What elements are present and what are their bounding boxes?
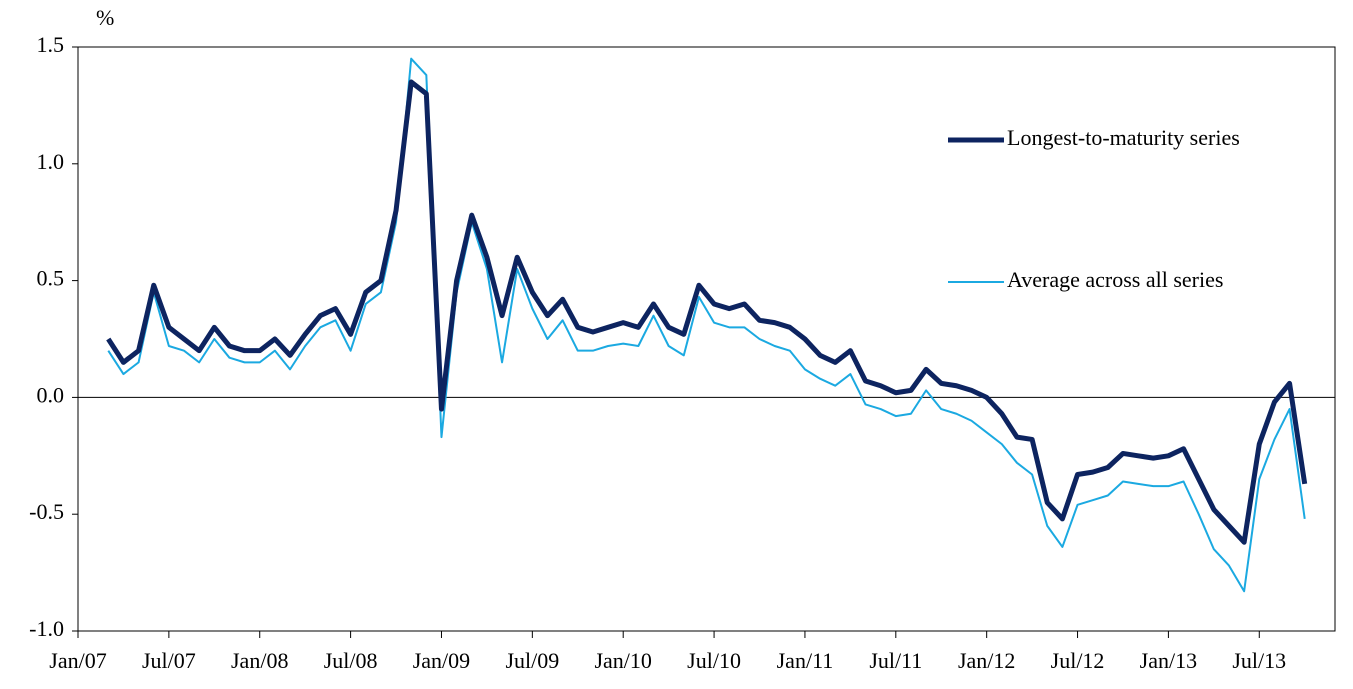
y-tick-label: 1.5	[37, 32, 65, 57]
x-tick-label: Jul/09	[505, 648, 559, 673]
y-tick-label: -0.5	[29, 499, 64, 524]
x-tick-label: Jan/07	[49, 648, 106, 673]
x-tick-label: Jan/08	[231, 648, 288, 673]
x-tick-label: Jul/08	[324, 648, 378, 673]
x-tick-label: Jul/10	[687, 648, 741, 673]
x-tick-label: Jul/07	[142, 648, 196, 673]
legend-label: Longest-to-maturity series	[1007, 125, 1240, 150]
y-tick-label: -1.0	[29, 616, 64, 641]
x-tick-label: Jan/12	[958, 648, 1015, 673]
x-tick-label: Jul/12	[1051, 648, 1105, 673]
y-axis-unit: %	[96, 5, 114, 30]
series-line	[107, 57, 1306, 593]
x-tick-label: Jul/13	[1232, 648, 1286, 673]
y-tick-label: 0.5	[37, 266, 65, 291]
legend-label: Average across all series	[1007, 267, 1223, 292]
y-tick-label: 1.0	[37, 149, 65, 174]
x-tick-label: Jul/11	[869, 648, 922, 673]
series-line	[106, 79, 1308, 545]
x-tick-label: Jan/09	[413, 648, 470, 673]
x-tick-label: Jan/10	[594, 648, 651, 673]
y-tick-label: 0.0	[37, 382, 65, 407]
plot-frame	[77, 46, 1336, 632]
x-tick-label: Jan/13	[1140, 648, 1197, 673]
x-tick-label: Jan/11	[777, 648, 834, 673]
